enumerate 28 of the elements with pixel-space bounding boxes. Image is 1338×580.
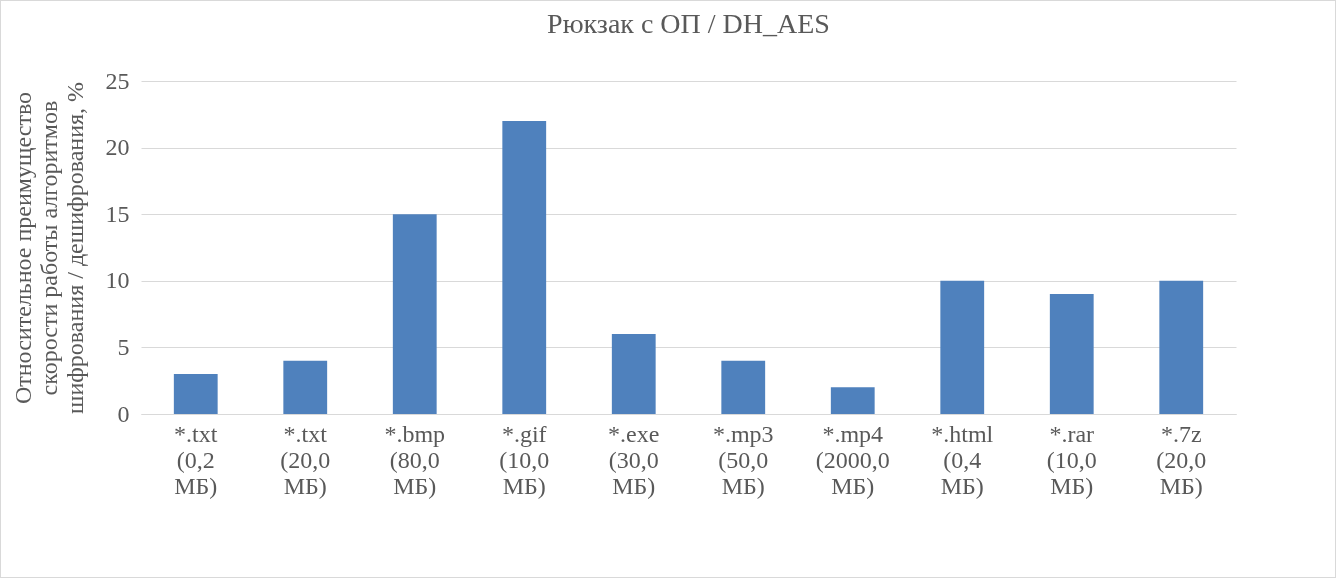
y-tick-label: 10 xyxy=(105,267,130,294)
y-tick-label: 25 xyxy=(105,67,130,94)
bar xyxy=(611,334,656,414)
bar xyxy=(392,214,437,414)
bar xyxy=(173,374,218,414)
y-tick-label: 15 xyxy=(105,200,130,227)
bar xyxy=(721,360,766,414)
x-tick-label: *.bmp (80,0 МБ) xyxy=(384,420,446,499)
x-tick-label: *.txt (20,0 МБ) xyxy=(280,420,331,499)
y-tick-label: 5 xyxy=(117,333,130,360)
x-tick-label: *.rar (10,0 МБ) xyxy=(1046,420,1097,499)
x-tick-label: *.exe (30,0 МБ) xyxy=(608,420,660,499)
bar xyxy=(502,120,547,414)
x-tick-label: *.mp4 (2000,0 МБ) xyxy=(815,420,890,499)
x-tick-label: *.txt (0,2 МБ) xyxy=(174,420,218,499)
bar xyxy=(1049,294,1094,414)
x-tick-label: *.mp3 (50,0 МБ) xyxy=(712,420,774,499)
bar xyxy=(283,360,328,414)
bar xyxy=(830,387,875,414)
bar xyxy=(1159,280,1204,414)
y-axis-title: Относительное преимущество скорости работы алгоритмов шифрования / дешифрования, % xyxy=(9,81,88,415)
y-tick-label: 20 xyxy=(105,134,130,161)
x-tick-label: *.gif (10,0 МБ) xyxy=(499,420,550,499)
bar xyxy=(940,280,985,414)
chart-title: Рюкзак с ОП / DH_AES xyxy=(547,8,830,39)
x-tick-label: *.html (0,4 МБ) xyxy=(931,420,994,499)
x-tick-label: *.7z (20,0 МБ) xyxy=(1156,420,1207,499)
y-tick-label: 0 xyxy=(117,400,130,427)
